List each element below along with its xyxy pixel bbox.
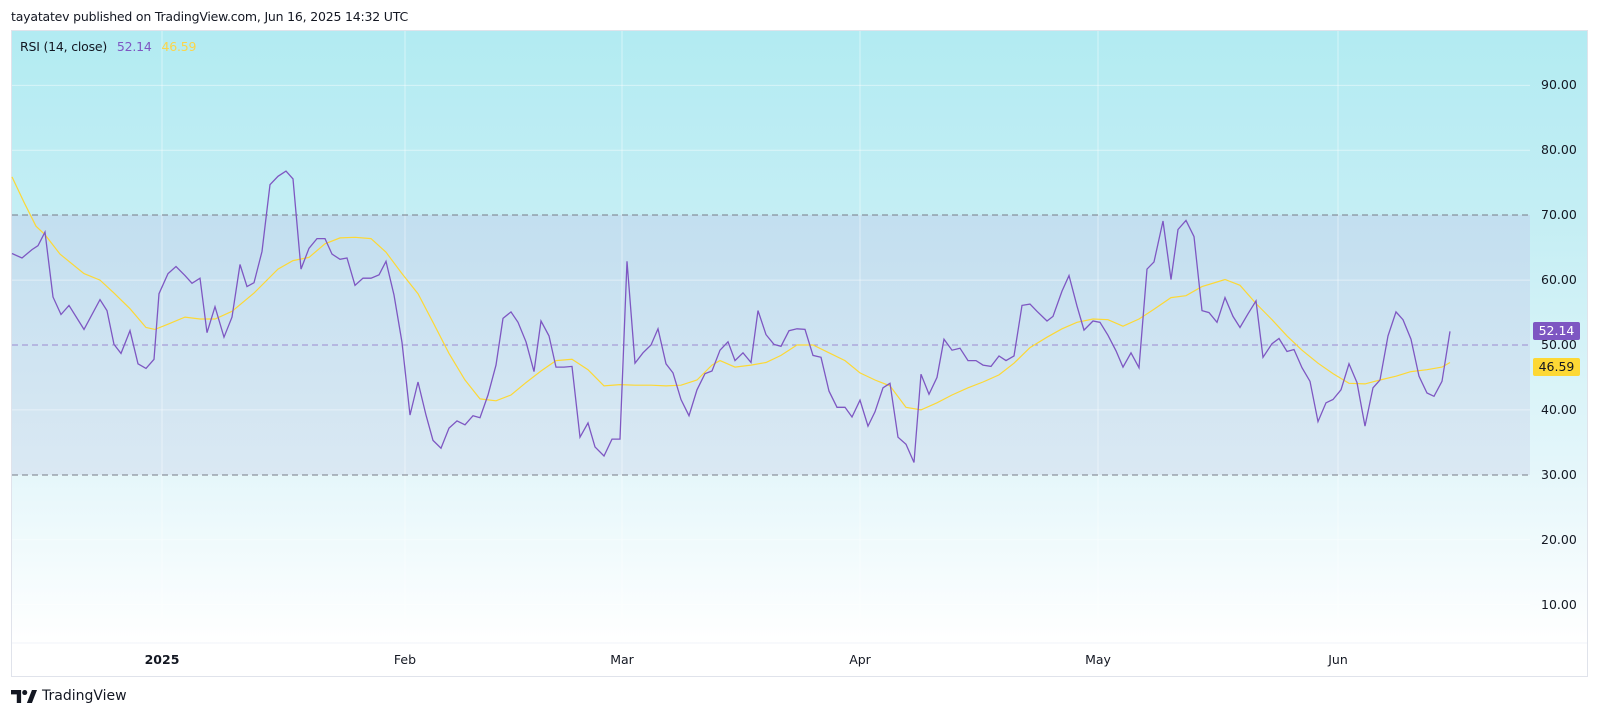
y-tick-label: 70.00 <box>1541 207 1577 223</box>
rsi-legend-value: 52.14 <box>116 39 152 54</box>
y-tick-label: 90.00 <box>1541 77 1577 93</box>
x-tick-label: Feb <box>393 652 417 667</box>
y-tick-label: 20.00 <box>1541 531 1577 547</box>
rsi-ma-line <box>11 176 1451 411</box>
tradingview-logo-icon <box>11 689 37 703</box>
rsi-value-badge: 52.14 <box>1533 322 1580 341</box>
x-tick-label: May <box>1085 652 1111 667</box>
y-tick-label: 10.00 <box>1541 596 1577 612</box>
y-tick-label: 80.00 <box>1541 142 1577 158</box>
rsi-line <box>11 170 1451 463</box>
grid-lines <box>12 31 1530 643</box>
publish-info: tayatatev published on TradingView.com, … <box>11 9 408 24</box>
indicator-legend[interactable]: RSI (14, close) 52.14 46.59 <box>20 39 196 54</box>
indicator-title: RSI (14, close) <box>20 39 108 54</box>
x-tick-label: Jun <box>1328 652 1348 667</box>
brand-name: TradingView <box>42 688 127 704</box>
y-tick-label: 40.00 <box>1541 401 1577 417</box>
tradingview-footer[interactable]: TradingView <box>11 688 127 704</box>
x-tick-label: 2025 <box>144 652 180 667</box>
y-tick-label: 30.00 <box>1541 466 1577 482</box>
x-tick-label: Apr <box>849 652 871 667</box>
y-tick-label: 50.00 <box>1541 337 1577 352</box>
y-tick-label: 60.00 <box>1541 272 1577 288</box>
x-tick-label: Mar <box>610 652 634 667</box>
ma-legend-value: 46.59 <box>161 39 197 54</box>
ma-value-badge: 46.59 <box>1533 358 1580 377</box>
